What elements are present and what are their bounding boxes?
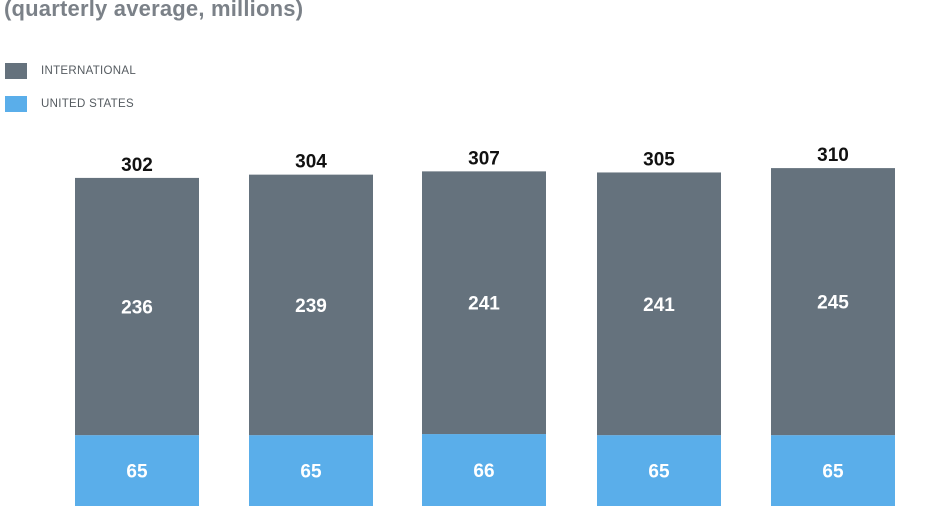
data-label-total-1: 302 <box>121 155 153 176</box>
data-label-international-4: 241 <box>643 295 675 316</box>
legend-label-united-states: UNITED STATES <box>41 98 134 110</box>
legend-swatch-international <box>5 63 27 79</box>
data-label-us-4: 65 <box>648 462 670 483</box>
data-label-us-5: 65 <box>822 462 844 483</box>
legend-label-international: INTERNATIONAL <box>41 65 137 77</box>
data-label-total-5: 310 <box>817 145 849 166</box>
chart-legend: INTERNATIONAL UNITED STATES <box>5 62 136 128</box>
bar-us-1 <box>75 435 199 506</box>
bar-us-5 <box>771 435 895 506</box>
bar-us-2 <box>249 435 373 506</box>
bar-international-5 <box>771 168 895 436</box>
chart-subtitle: (quarterly average, millions) <box>4 0 304 21</box>
data-label-international-5: 245 <box>817 293 849 314</box>
data-label-total-4: 305 <box>643 149 675 170</box>
bar-international-4 <box>597 172 721 436</box>
data-label-us-3: 66 <box>473 461 494 482</box>
data-label-international-3: 241 <box>468 294 500 315</box>
data-label-us-2: 65 <box>300 462 322 483</box>
data-label-international-1: 236 <box>121 298 153 319</box>
legend-swatch-united-states <box>5 96 27 112</box>
legend-item-international: INTERNATIONAL <box>5 62 136 80</box>
bar-international-1 <box>75 177 199 436</box>
data-label-us-1: 65 <box>126 462 148 483</box>
bar-us-3 <box>422 434 546 506</box>
bar-international-2 <box>249 174 373 436</box>
bar-international-3 <box>422 171 546 435</box>
data-label-total-3: 307 <box>468 148 500 169</box>
data-label-total-2: 304 <box>295 152 327 173</box>
bar-us-4 <box>597 435 721 506</box>
data-label-international-2: 239 <box>295 296 327 317</box>
legend-item-united-states: UNITED STATES <box>5 95 136 113</box>
